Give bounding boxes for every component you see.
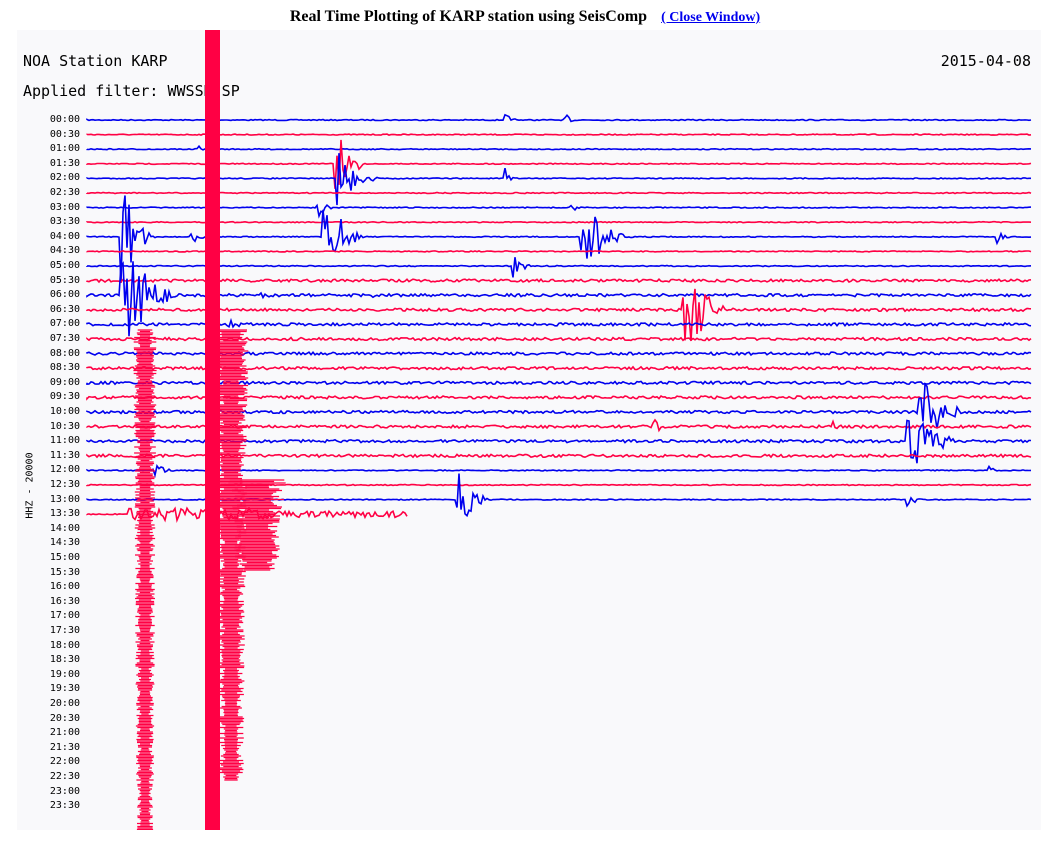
time-tick-label: 08:30 (49, 362, 80, 374)
time-tick-label: 20:30 (49, 712, 80, 724)
trace-line (86, 250, 1032, 253)
page-header: Real Time Plotting of KARP station using… (0, 8, 1050, 32)
helicorder-traces (86, 30, 1032, 830)
trace-line (86, 483, 1032, 487)
time-tick-label: 06:30 (49, 303, 80, 315)
time-tick-label: 11:00 (49, 435, 80, 447)
time-tick-label: 15:30 (49, 566, 80, 578)
trace-line (86, 394, 1032, 401)
time-tick-label: 04:00 (49, 230, 80, 242)
trace-line (86, 464, 1032, 479)
saturated-burst-main (205, 30, 220, 830)
station-label: NOA Station KARP (23, 52, 168, 70)
time-tick-label: 18:30 (49, 654, 80, 666)
time-tick-label: 10:30 (49, 420, 80, 432)
time-tick-label: 16:30 (49, 595, 80, 607)
time-tick-label: 05:00 (49, 260, 80, 271)
trace-line (86, 191, 1032, 195)
time-tick-label: 15:00 (49, 552, 80, 563)
trace-line (86, 133, 1032, 136)
time-tick-label: 09:00 (49, 376, 80, 388)
trace-line (86, 382, 1032, 429)
trace-line (86, 365, 1032, 371)
time-tick-label: 17:00 (49, 610, 80, 622)
time-tick-label: 08:00 (49, 347, 80, 359)
time-tick-label: 14:00 (49, 522, 80, 534)
trace-line (86, 380, 1032, 386)
time-tick-label: 21:30 (49, 741, 80, 753)
time-tick-label: 03:00 (49, 201, 80, 213)
burst-coda-tail (228, 479, 286, 571)
trace-line (86, 257, 1032, 278)
time-tick-label: 02:00 (49, 172, 80, 184)
time-tick-label: 13:00 (49, 493, 80, 505)
seismogram-plot: NOA Station KARP Applied filter: WWSSN-S… (17, 30, 1041, 830)
time-tick-label: 01:30 (49, 157, 80, 169)
time-tick-label: 07:00 (49, 318, 80, 330)
trace-line (86, 139, 1032, 189)
time-tick-label: 00:00 (49, 114, 80, 125)
page-title: Real Time Plotting of KARP station using… (289, 8, 648, 25)
time-tick-label: 18:00 (49, 639, 80, 651)
trace-line (86, 336, 1032, 342)
burst-coda-secondary (133, 329, 157, 830)
trace-line (86, 277, 1032, 284)
time-tick-label: 19:00 (49, 668, 80, 680)
time-tick-label: 02:30 (49, 187, 80, 198)
trace-line (86, 203, 1032, 219)
trace-line (86, 195, 1032, 283)
time-tick-label: 03:30 (49, 216, 80, 228)
time-tick-label: 01:00 (49, 143, 80, 155)
time-tick-label: 10:00 (49, 406, 80, 417)
time-tick-label: 07:30 (49, 333, 80, 344)
time-tick-label: 05:30 (49, 274, 80, 286)
trace-line (86, 113, 1032, 123)
time-tick-label: 22:00 (49, 756, 80, 768)
trace-line (86, 261, 1032, 337)
time-tick-label: 23:30 (49, 800, 80, 812)
time-tick-label: 00:30 (49, 128, 80, 140)
time-tick-label: 17:30 (49, 625, 80, 636)
trace-line (86, 351, 1032, 357)
time-tick-label: 12:00 (49, 464, 80, 476)
time-tick-label: 12:30 (49, 479, 80, 490)
time-tick-label: 23:00 (49, 785, 80, 797)
date-label: 2015-04-08 (940, 52, 1031, 70)
trace-line (86, 144, 1032, 151)
filter-label: Applied filter: WWSSN-SP (23, 82, 240, 100)
trace-line (86, 288, 1032, 342)
time-tick-label: 09:30 (49, 391, 80, 403)
time-tick-label: 04:30 (49, 245, 80, 257)
trace-line (86, 153, 1031, 206)
time-tick-label: 06:00 (49, 289, 80, 301)
time-tick-label: 19:30 (49, 683, 80, 695)
time-tick-label: 20:00 (49, 698, 80, 709)
trace-line (86, 317, 1032, 329)
trace-line (86, 220, 1032, 224)
time-tick-label: 21:00 (49, 727, 80, 739)
time-tick-label: 11:30 (49, 449, 80, 461)
time-tick-label: 16:00 (49, 581, 80, 593)
time-tick-label: 13:30 (49, 508, 80, 520)
trace-line (86, 453, 1032, 459)
trace-line (86, 419, 1032, 464)
close-window-link[interactable]: ( Close Window) (661, 10, 761, 25)
time-tick-label: 14:30 (49, 537, 80, 549)
time-tick-label: 22:30 (49, 771, 80, 782)
